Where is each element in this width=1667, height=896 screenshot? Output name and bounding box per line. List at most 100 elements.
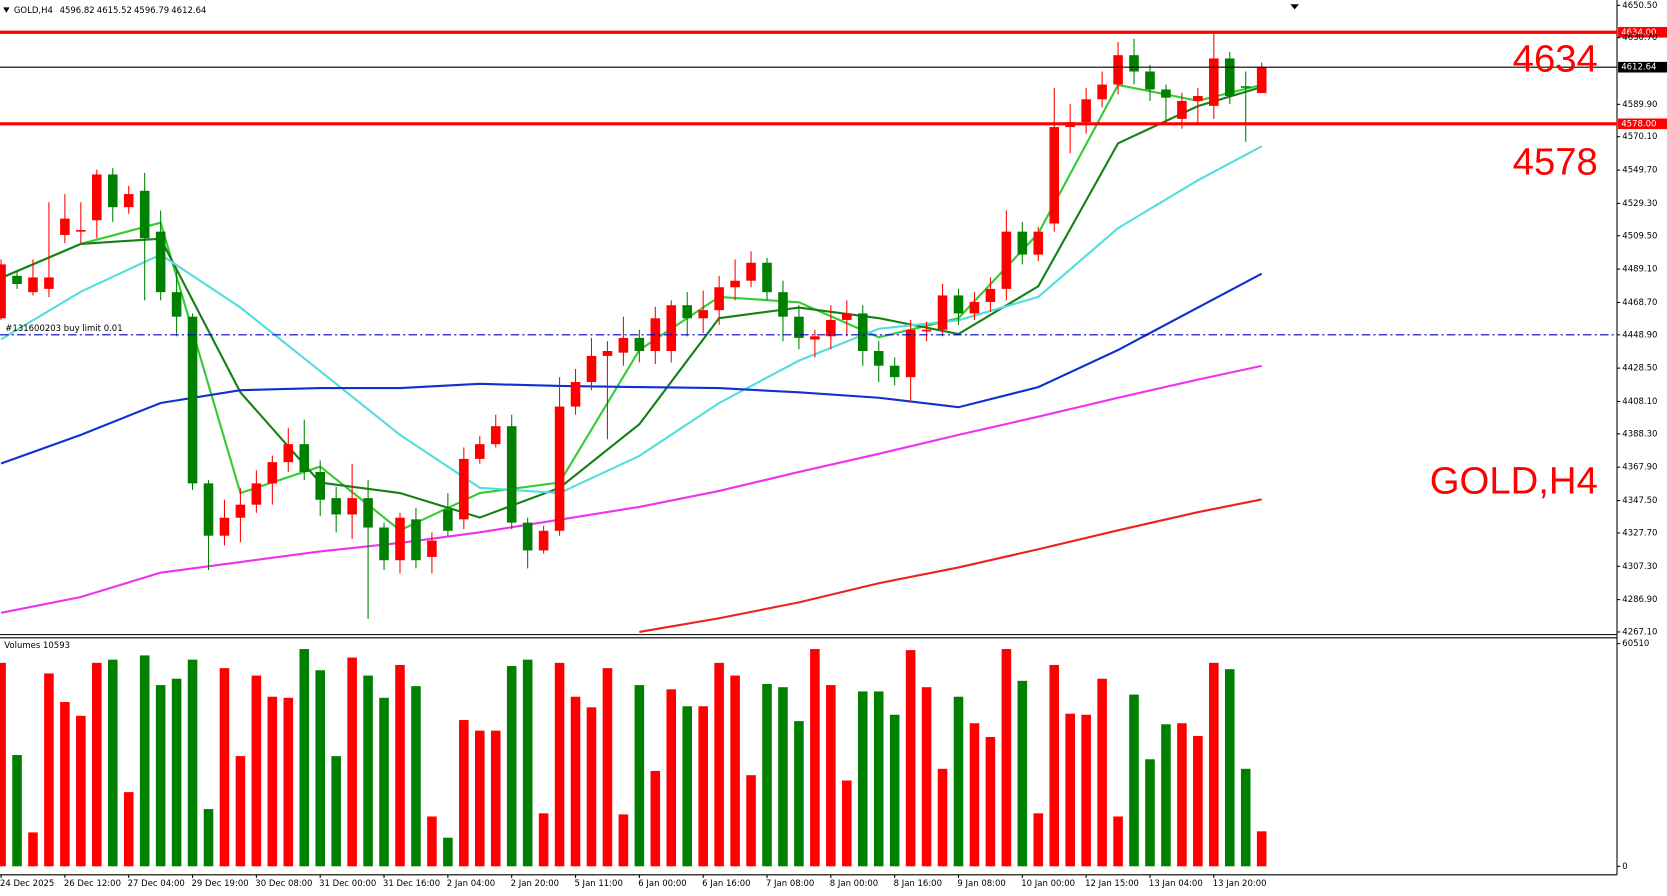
candle-body (586, 355, 597, 383)
volume-bar (746, 775, 756, 867)
candle-body (666, 305, 677, 351)
candle-body (187, 316, 198, 484)
x-tick-label: 8 Jan 00:00 (830, 879, 878, 889)
y-tick-label: 4650.50 (1622, 1, 1657, 11)
volume-bar (969, 723, 980, 867)
moving-average (0, 145, 1263, 495)
volume-bar (107, 659, 118, 867)
volume-bar (411, 686, 421, 867)
volume-bar (889, 714, 900, 867)
candle-body (331, 498, 341, 515)
candle-body (985, 288, 996, 302)
level-big-label: 4578 (1513, 140, 1598, 183)
volume-bar (92, 662, 102, 867)
candle-body (905, 329, 916, 378)
y-tick-label: 4448.90 (1622, 330, 1657, 340)
volume-bar (1177, 723, 1187, 867)
candle-body (698, 310, 708, 319)
candle-body (842, 313, 852, 320)
volume-bar (267, 696, 278, 867)
header-high: 4615.52 (97, 6, 132, 16)
volume-bar (826, 685, 836, 867)
volume-bar (490, 730, 501, 867)
volume-bar (762, 684, 772, 867)
volume-bar (905, 650, 916, 867)
candle-body (506, 426, 517, 523)
x-tick-label: 26 Dec 12:00 (64, 879, 121, 889)
candle-body (1097, 84, 1107, 100)
symbol-big-label: GOLD,H4 (1430, 460, 1598, 503)
shift-marker (1290, 4, 1299, 10)
menu-triangle (3, 7, 10, 13)
volume-bar (251, 675, 262, 867)
x-tick-label: 24 Dec 2025 (0, 879, 54, 889)
candle-body (1145, 71, 1155, 90)
x-tick-label: 31 Dec 00:00 (319, 879, 376, 889)
volume-bar (873, 691, 884, 867)
candle-body (873, 350, 884, 366)
volume-bar (123, 792, 134, 867)
candle-body (602, 350, 613, 356)
candle-body (44, 277, 54, 289)
volume-bar (459, 720, 469, 867)
candle-body (363, 498, 373, 528)
volume-bar (730, 675, 740, 867)
candle-body (171, 292, 182, 317)
x-tick-label: 5 Jan 11:00 (574, 879, 622, 889)
candle-body (283, 444, 294, 463)
volume-bar (522, 659, 533, 867)
volume-bar (283, 697, 294, 867)
volume-bar (586, 707, 597, 867)
volume-bar (554, 662, 565, 867)
candle-body (1033, 231, 1044, 255)
volume-bar (427, 816, 437, 867)
volume-bar (474, 730, 485, 867)
candle-body (203, 483, 214, 536)
moving-average (0, 364, 1262, 614)
volume-tick-label: 0 (1622, 862, 1627, 872)
x-tick-label: 6 Jan 00:00 (638, 879, 686, 889)
x-tick-label: 12 Jan 15:00 (1085, 879, 1139, 889)
order-label: #131600203 buy limit 0.01 (5, 324, 122, 334)
y-tick-label: 4549.70 (1622, 166, 1657, 176)
candle-body (347, 498, 357, 515)
volume-bar (570, 696, 581, 867)
volume-bar (506, 666, 517, 867)
candle-body (459, 458, 469, 520)
level-axis-box (1618, 118, 1667, 130)
volume-bar (1001, 649, 1012, 867)
y-tick-label: 4428.50 (1622, 364, 1657, 374)
candle-body (1081, 99, 1091, 123)
level-big-label: 4634 (1513, 38, 1598, 81)
candle-body (60, 218, 70, 235)
x-tick-label: 2 Jan 20:00 (511, 879, 559, 889)
candle-body (1017, 231, 1028, 255)
candle-body (76, 230, 86, 232)
current-price-box (1618, 61, 1667, 73)
candle-body (1001, 231, 1012, 289)
volume-bar (857, 691, 868, 867)
candle-body (570, 382, 581, 407)
candle-body (1129, 55, 1139, 72)
candle-body (139, 190, 150, 239)
candle-body (730, 280, 740, 288)
volume-bar (714, 662, 724, 867)
current-price-label: 4612.64 (1621, 63, 1656, 73)
volume-bar (1017, 680, 1028, 867)
volume-bar (12, 755, 22, 867)
price-lines: 4634.00 4578.00 4612.64 #131600203 buy limi… (0, 26, 1667, 336)
candle-body (826, 319, 836, 337)
candle-body (1177, 100, 1187, 119)
volume-bar (1224, 669, 1235, 867)
x-tick-label: 8 Jan 16:00 (894, 879, 942, 889)
candle-body (155, 231, 166, 293)
volume-bar (538, 813, 549, 867)
x-tick-label: 30 Dec 08:00 (255, 879, 312, 889)
candle-body (714, 287, 724, 311)
candle-body (235, 504, 246, 518)
header-open: 4596.82 (60, 6, 95, 16)
volume-bar (139, 655, 150, 867)
x-tick-label: 13 Jan 20:00 (1213, 879, 1267, 889)
y-tick-label: 4489.10 (1622, 265, 1657, 275)
